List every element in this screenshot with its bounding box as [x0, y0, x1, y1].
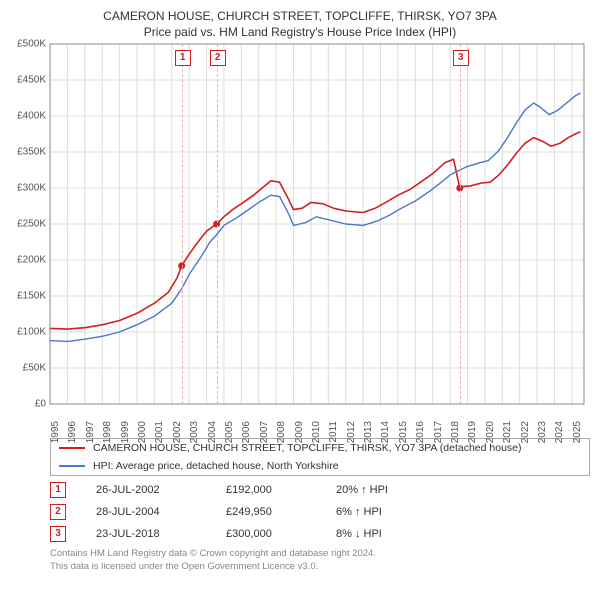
- x-tick: 2002: [172, 421, 183, 443]
- event-table: 1 26-JUL-2002£192,00020% ↑ HPI 2 28-JUL-200…: [50, 482, 590, 542]
- x-tick: 2025: [572, 421, 583, 443]
- x-tick: 2017: [433, 421, 444, 443]
- event-number: 2: [50, 504, 66, 520]
- event-price: £192,000: [226, 484, 336, 496]
- event-row: 1 26-JUL-2002£192,00020% ↑ HPI: [50, 482, 590, 498]
- footer-line-1: Contains HM Land Registry data © Crown c…: [50, 548, 590, 560]
- x-tick: 2003: [189, 421, 200, 443]
- y-tick: £300K: [10, 183, 46, 194]
- event-badge-3: 3: [453, 50, 469, 66]
- y-tick: £400K: [10, 111, 46, 122]
- title-line-2: Price paid vs. HM Land Registry's House …: [10, 24, 590, 40]
- x-tick: 2004: [207, 421, 218, 443]
- event-badge-2: 2: [210, 50, 226, 66]
- event-price: £300,000: [226, 528, 336, 540]
- x-tick: 2014: [380, 421, 391, 443]
- x-tick: 2024: [554, 421, 565, 443]
- x-tick: 1996: [67, 421, 78, 443]
- x-tick: 2019: [467, 421, 478, 443]
- event-line-3: [460, 44, 461, 404]
- event-number: 1: [50, 482, 66, 498]
- event-diff: 6% ↑ HPI: [336, 506, 382, 518]
- x-tick: 2005: [224, 421, 235, 443]
- chart-svg: [50, 44, 584, 404]
- event-line-1: [182, 44, 183, 404]
- x-tick: 2010: [311, 421, 322, 443]
- price-chart: £0£50K£100K£150K£200K£250K£300K£350K£400…: [50, 44, 584, 404]
- x-tick: 2016: [415, 421, 426, 443]
- x-tick: 2009: [294, 421, 305, 443]
- x-tick: 2021: [502, 421, 513, 443]
- x-tick: 1998: [102, 421, 113, 443]
- x-tick: 2018: [450, 421, 461, 443]
- y-tick: £0: [10, 399, 46, 410]
- event-number: 3: [50, 526, 66, 542]
- legend-swatch: [59, 447, 85, 449]
- x-tick: 2012: [346, 421, 357, 443]
- x-tick: 2000: [137, 421, 148, 443]
- x-tick: 2007: [259, 421, 270, 443]
- x-tick: 2015: [398, 421, 409, 443]
- x-tick: 1997: [85, 421, 96, 443]
- event-date: 28-JUL-2004: [96, 506, 226, 518]
- x-tick: 2013: [363, 421, 374, 443]
- legend: CAMERON HOUSE, CHURCH STREET, TOPCLIFFE,…: [50, 438, 590, 476]
- footer-line-2: This data is licensed under the Open Gov…: [50, 561, 590, 573]
- event-diff: 8% ↓ HPI: [336, 528, 382, 540]
- x-tick: 1995: [50, 421, 61, 443]
- x-tick: 2006: [241, 421, 252, 443]
- event-date: 26-JUL-2002: [96, 484, 226, 496]
- legend-label: CAMERON HOUSE, CHURCH STREET, TOPCLIFFE,…: [93, 442, 522, 454]
- x-tick: 2001: [154, 421, 165, 443]
- event-line-2: [217, 44, 218, 404]
- legend-swatch: [59, 465, 85, 467]
- event-badge-1: 1: [175, 50, 191, 66]
- event-price: £249,950: [226, 506, 336, 518]
- chart-title: CAMERON HOUSE, CHURCH STREET, TOPCLIFFE,…: [10, 8, 590, 40]
- y-tick: £250K: [10, 219, 46, 230]
- y-tick: £450K: [10, 75, 46, 86]
- y-tick: £350K: [10, 147, 46, 158]
- event-date: 23-JUL-2018: [96, 528, 226, 540]
- x-tick: 1999: [120, 421, 131, 443]
- y-tick: £150K: [10, 291, 46, 302]
- x-tick: 2011: [328, 421, 339, 443]
- event-diff: 20% ↑ HPI: [336, 484, 388, 496]
- y-tick: £200K: [10, 255, 46, 266]
- title-line-1: CAMERON HOUSE, CHURCH STREET, TOPCLIFFE,…: [10, 8, 590, 24]
- x-tick: 2008: [276, 421, 287, 443]
- x-tick: 2023: [537, 421, 548, 443]
- event-row: 2 28-JUL-2004£249,9506% ↑ HPI: [50, 504, 590, 520]
- x-tick: 2020: [485, 421, 496, 443]
- x-tick: 2022: [520, 421, 531, 443]
- y-tick: £500K: [10, 39, 46, 50]
- legend-label: HPI: Average price, detached house, Nort…: [93, 460, 339, 472]
- y-tick: £50K: [10, 363, 46, 374]
- y-tick: £100K: [10, 327, 46, 338]
- event-row: 3 23-JUL-2018£300,0008% ↓ HPI: [50, 526, 590, 542]
- legend-row: HPI: Average price, detached house, Nort…: [51, 457, 589, 475]
- footer: Contains HM Land Registry data © Crown c…: [50, 548, 590, 573]
